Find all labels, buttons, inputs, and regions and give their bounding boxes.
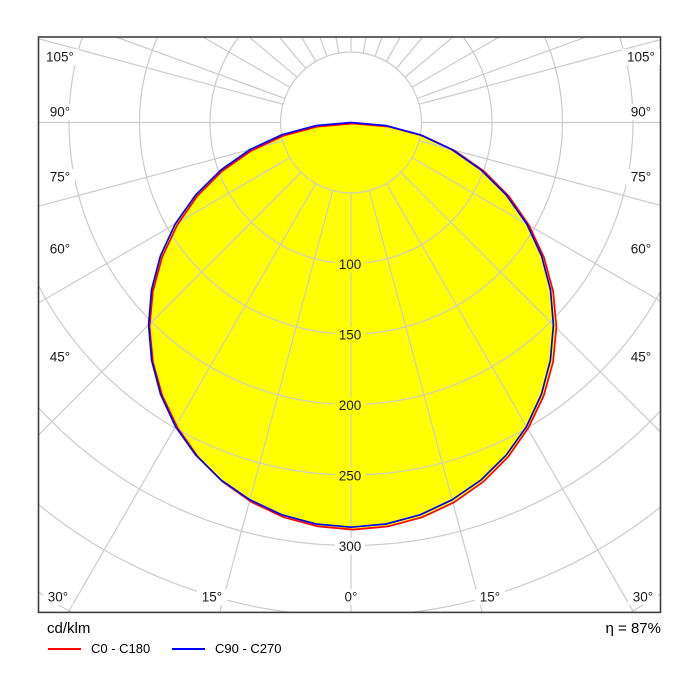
- gamma-angle-label-left: 75°: [50, 170, 70, 185]
- gamma-angle-label-left-bg: [45, 349, 75, 365]
- radial-tick-label-bg: [335, 256, 365, 273]
- radial-tick-label-bg: [335, 397, 365, 414]
- gamma-angle-label-bottom-bg: [43, 589, 73, 605]
- gamma-angle-label-right: 45°: [631, 350, 651, 365]
- radial-tick-label: 150: [339, 328, 362, 343]
- gamma-angle-label-bottom: 15°: [480, 590, 500, 605]
- efficiency-label: η = 87%: [605, 620, 661, 637]
- polar-grid-spoke: [417, 37, 588, 99]
- gamma-angle-label-bottom-bg: [340, 589, 362, 605]
- gamma-angle-label-left: 90°: [50, 105, 70, 120]
- gamma-angle-label-right: 90°: [631, 105, 651, 120]
- gamma-angle-label-left: 105°: [46, 50, 74, 65]
- gamma-angle-label-left-bg: [45, 241, 75, 257]
- radial-tick-label-bg: [335, 327, 365, 343]
- plot-frame: [37, 36, 662, 614]
- gamma-angle-label-bottom: 0°: [345, 590, 358, 605]
- radial-tick-label: 300: [339, 539, 362, 554]
- gamma-angle-label-bottom: 30°: [633, 590, 653, 605]
- gamma-angle-label-right-bg: [626, 169, 656, 185]
- legend-swatch-c0-c180: [48, 648, 81, 650]
- polar-grid-spoke: [38, 38, 284, 105]
- radial-tick-label-bg: [335, 468, 365, 484]
- legend-label-c90-c270: C90 - C270: [215, 641, 282, 656]
- legend-swatch-c90-c270: [172, 648, 205, 650]
- polar-grid-spoke: [114, 37, 285, 99]
- polar-grid-spoke: [374, 37, 383, 57]
- gamma-angle-label-right: 105°: [627, 50, 655, 65]
- gamma-angle-label-left-bg: [45, 169, 75, 185]
- gamma-angle-label-bottom-bg: [628, 589, 658, 605]
- polar-grid-spoke: [418, 38, 661, 105]
- legend-label-c0-c180: C0 - C180: [91, 641, 151, 656]
- gamma-angle-label-bottom-bg: [197, 589, 227, 605]
- polar-grid-spoke: [385, 183, 635, 613]
- polar-grid-spoke: [38, 157, 291, 304]
- gamma-angle-label-bottom-bg: [475, 589, 505, 605]
- intensity-curve-c90-c270: [147, 121, 555, 529]
- radial-tick-label: 100: [339, 257, 362, 272]
- gamma-angle-label-right: 75°: [631, 170, 651, 185]
- gamma-angle-label-left: 45°: [50, 350, 70, 365]
- intensity-curve-c0-c180: [148, 122, 558, 531]
- gamma-angle-label-right-bg: [626, 241, 656, 257]
- gamma-angle-label-left-bg: [45, 104, 75, 120]
- polar-grid-spoke: [67, 183, 317, 613]
- gamma-angle-label-right-bg: [626, 104, 656, 120]
- gamma-angle-label-left: 60°: [50, 242, 70, 257]
- polar-grid-spoke: [418, 140, 661, 207]
- radial-tick-label: 250: [339, 469, 362, 484]
- unit-label: cd/klm: [47, 620, 91, 637]
- radial-tick-label: 200: [339, 398, 362, 413]
- polar-grid-spoke: [400, 171, 661, 433]
- polar-grid-spoke: [319, 37, 328, 57]
- gamma-angle-label-right: 60°: [631, 242, 651, 257]
- gamma-angle-label-left-bg: [41, 49, 79, 65]
- gamma-angle-label-bottom: 30°: [48, 590, 68, 605]
- gamma-angle-label-right-bg: [622, 49, 660, 65]
- gamma-angle-label-bottom: 15°: [202, 590, 222, 605]
- polar-grid-spoke: [411, 157, 661, 302]
- polar-grid-spoke: [38, 171, 302, 436]
- polar-grid-spoke: [411, 37, 501, 88]
- polar-grid-spoke: [38, 140, 284, 207]
- radial-tick-label-bg: [335, 538, 365, 555]
- gamma-angle-label-right-bg: [626, 349, 656, 365]
